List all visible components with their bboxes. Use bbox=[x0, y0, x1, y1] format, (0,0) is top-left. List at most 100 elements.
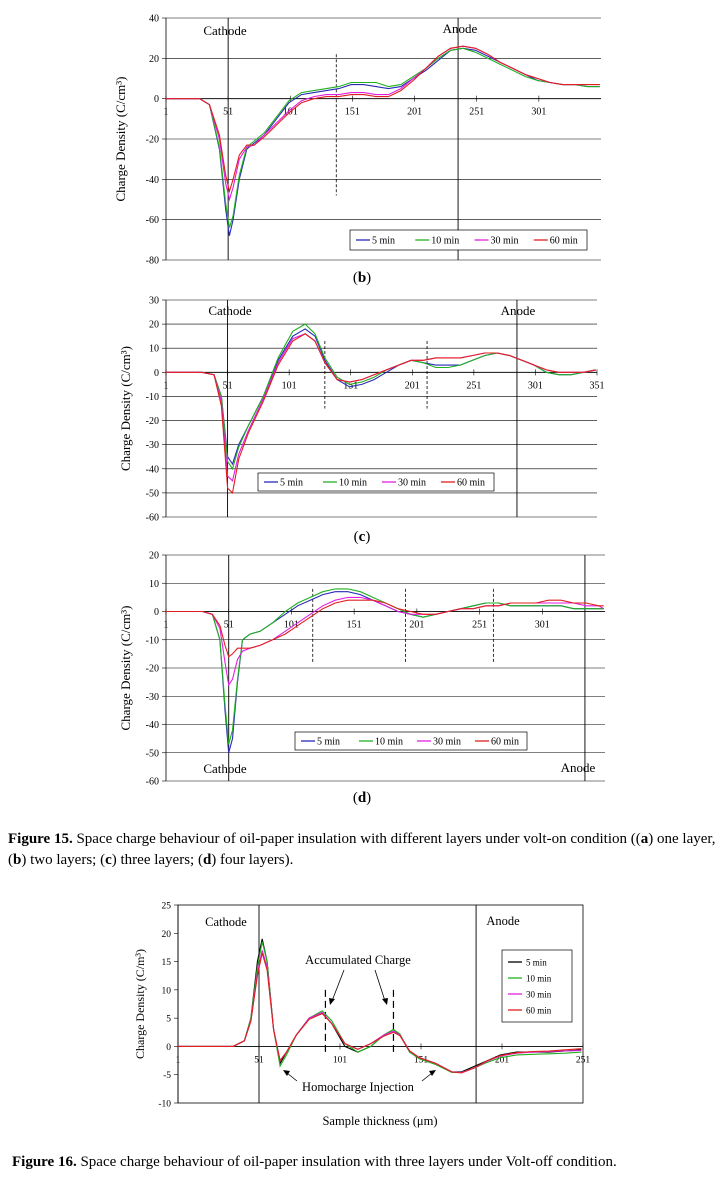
legend-box bbox=[294, 731, 528, 751]
legend-label: 60 min bbox=[526, 1006, 552, 1016]
y-tick-label: -50 bbox=[146, 488, 159, 499]
y-tick-label: 0 bbox=[166, 1043, 171, 1053]
accumulated-arrow-2 bbox=[374, 969, 386, 1002]
legend-label: 5 min bbox=[526, 958, 547, 968]
x-tick-label: 1 bbox=[164, 620, 169, 631]
legend-label: 60 min bbox=[550, 236, 578, 247]
y-tick-label: -20 bbox=[146, 664, 159, 675]
anode-label: Anode bbox=[443, 21, 478, 36]
x-tick-label: 251 bbox=[576, 1055, 591, 1065]
x-tick-label: 101 bbox=[333, 1055, 348, 1065]
y-tick-label: 20 bbox=[149, 54, 159, 65]
legend-label: 10 min bbox=[375, 737, 403, 748]
y-axis-label: Charge Density (C/cm³) bbox=[113, 77, 128, 202]
figure16-caption: Figure 16. Space charge behaviour of oil… bbox=[12, 1152, 718, 1173]
sublabel-d: (d) bbox=[352, 790, 372, 806]
series-line-30-min bbox=[166, 333, 596, 482]
anode-label: Anode bbox=[561, 760, 596, 775]
series-line-60-min bbox=[166, 599, 604, 658]
legend-box bbox=[257, 472, 495, 492]
legend-label: 30 min bbox=[491, 236, 519, 247]
y-tick-label: 0 bbox=[154, 94, 159, 105]
x-tick-label: 1 bbox=[164, 380, 169, 391]
figure15-label: Figure 15. bbox=[8, 831, 73, 847]
accumulated-arrow-1 bbox=[331, 969, 345, 1002]
x-tick-label: 201 bbox=[407, 107, 422, 118]
x-tick-label: 251 bbox=[472, 620, 487, 631]
x-tick-label: 1 bbox=[164, 107, 169, 118]
y-tick-label: -10 bbox=[158, 1100, 171, 1110]
y-tick-label: -40 bbox=[146, 175, 159, 186]
homocharge-arrow-2 bbox=[421, 1072, 433, 1082]
cathode-label: Cathode bbox=[203, 23, 247, 38]
legend-label: 30 min bbox=[433, 737, 461, 748]
anode-label: Anode bbox=[501, 303, 536, 318]
y-tick-label: 10 bbox=[149, 579, 159, 590]
series-line-30-min bbox=[166, 45, 600, 202]
x-tick-label: 201 bbox=[409, 620, 424, 631]
y-tick-label: -30 bbox=[146, 440, 159, 451]
x-tick-label: 301 bbox=[535, 620, 550, 631]
y-tick-label: -60 bbox=[146, 215, 159, 226]
cathode-label: Cathode bbox=[208, 303, 252, 318]
y-tick-label: 10 bbox=[162, 986, 172, 996]
plot-frame bbox=[177, 904, 584, 1104]
y-tick-label: -40 bbox=[146, 464, 159, 475]
legend-label: 5 min bbox=[317, 737, 340, 748]
accumulated-arrowhead-2 bbox=[382, 998, 388, 1005]
legend-label: 10 min bbox=[339, 478, 367, 489]
legend-label: 10 min bbox=[431, 236, 459, 247]
legend-label: 30 min bbox=[398, 478, 426, 489]
y-tick-label: -50 bbox=[146, 748, 159, 759]
x-tick-label: 301 bbox=[531, 107, 546, 118]
legend-label: 60 min bbox=[491, 737, 519, 748]
homocharge-arrowhead-2 bbox=[429, 1070, 436, 1076]
y-tick-label: 0 bbox=[154, 607, 159, 618]
y-tick-label: -60 bbox=[146, 513, 159, 524]
y-tick-label: 30 bbox=[149, 296, 159, 307]
y-tick-label: -10 bbox=[146, 392, 159, 403]
homocharge-arrow-1 bbox=[286, 1072, 298, 1082]
y-tick-label: -30 bbox=[146, 692, 159, 703]
y-axis-label: Charge Density (C/m³) bbox=[133, 949, 147, 1059]
y-tick-label: 20 bbox=[149, 320, 159, 331]
x-tick-label: 101 bbox=[284, 620, 299, 631]
cathode-label: Cathode bbox=[203, 761, 247, 776]
sublabel-b: (b) bbox=[352, 270, 372, 286]
series-line-60-min bbox=[166, 45, 600, 194]
series-line-5-min bbox=[166, 591, 604, 753]
anode-label: Anode bbox=[486, 914, 520, 928]
accumulated-charge-label: Accumulated Charge bbox=[305, 953, 411, 967]
legend-label: 10 min bbox=[526, 974, 552, 984]
series-line-30-min bbox=[166, 596, 604, 687]
x-axis-label: Sample thickness (μm) bbox=[322, 1114, 437, 1128]
accumulated-arrowhead-1 bbox=[329, 998, 335, 1005]
y-axis-label: Charge Density (C/cm³) bbox=[118, 346, 133, 471]
legend-label: 5 min bbox=[280, 478, 303, 489]
y-tick-label: 15 bbox=[162, 958, 172, 968]
x-tick-label: 151 bbox=[345, 107, 360, 118]
y-tick-label: 10 bbox=[149, 344, 159, 355]
y-tick-label: 0 bbox=[154, 368, 159, 379]
series-line-10-min bbox=[166, 47, 600, 228]
x-tick-label: 301 bbox=[528, 380, 543, 391]
series-line-10-min bbox=[166, 588, 604, 745]
x-tick-label: 101 bbox=[282, 380, 297, 391]
series-line-5-min bbox=[166, 47, 600, 236]
legend-label: 5 min bbox=[372, 236, 395, 247]
y-tick-label: -60 bbox=[146, 777, 159, 788]
y-tick-label: -5 bbox=[163, 1071, 171, 1081]
figure15-caption: Figure 15. Space charge behaviour of oil… bbox=[8, 829, 716, 871]
cathode-label: Cathode bbox=[205, 915, 247, 929]
figure16-label: Figure 16. bbox=[12, 1154, 77, 1170]
legend-box bbox=[349, 229, 588, 251]
y-tick-label: 20 bbox=[162, 930, 172, 940]
x-tick-label: 251 bbox=[469, 107, 484, 118]
x-tick-label: 151 bbox=[414, 1055, 429, 1065]
y-tick-label: -80 bbox=[146, 256, 159, 267]
y-tick-label: 5 bbox=[166, 1015, 171, 1025]
